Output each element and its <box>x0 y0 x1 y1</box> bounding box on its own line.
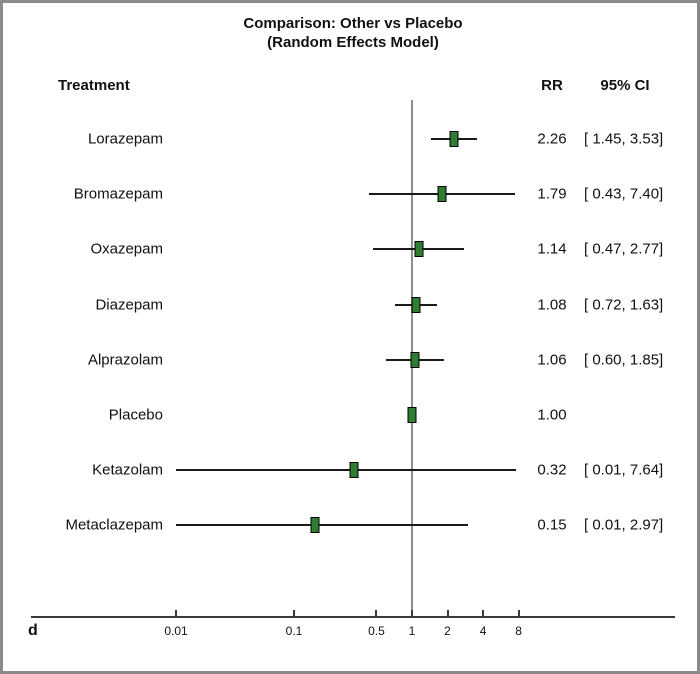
x-axis-tick-label: 0.5 <box>368 624 385 638</box>
point-estimate-marker <box>414 241 424 258</box>
x-axis-tick-label: 0.01 <box>164 624 188 638</box>
ci-value: [ 0.43, 7.40] <box>584 185 664 203</box>
confidence-interval-line <box>176 524 468 527</box>
chart-title-line1: Comparison: Other vs Placebo <box>243 15 463 32</box>
x-axis-tick-label: 8 <box>515 624 522 638</box>
x-axis-tick-label: 4 <box>479 624 487 638</box>
treatment-label: Diazepam <box>95 296 163 314</box>
point-estimate-marker <box>437 186 447 203</box>
x-axis-tick <box>375 610 378 618</box>
ci-value: [ 1.45, 3.53] <box>584 130 664 148</box>
x-axis-tick <box>411 610 413 618</box>
ci-value: [ 0.47, 2.77] <box>584 240 664 258</box>
point-estimate-marker <box>407 407 417 423</box>
x-axis-tick <box>293 610 295 618</box>
rr-value: 0.32 <box>537 461 567 479</box>
column-header-rr: RR <box>541 77 563 94</box>
x-axis-tick <box>446 610 449 618</box>
ci-value: [ 0.01, 2.97] <box>584 516 664 534</box>
point-estimate-marker <box>310 517 320 534</box>
ci-value: [ 0.60, 1.85] <box>584 351 664 369</box>
rr-value: 1.08 <box>537 296 567 314</box>
column-header-treatment: Treatment <box>58 77 130 94</box>
x-axis-line <box>31 616 675 618</box>
point-estimate-marker <box>411 296 421 313</box>
treatment-label: Ketazolam <box>92 461 163 479</box>
ci-value: [ 0.72, 1.63] <box>584 296 664 314</box>
panel-label-d: d <box>28 622 38 639</box>
treatment-label: Alprazolam <box>87 351 163 369</box>
treatment-label: Placebo <box>108 406 163 424</box>
confidence-interval-line <box>176 469 517 472</box>
x-axis-tick-label: 2 <box>444 624 451 638</box>
rr-value: 2.26 <box>537 130 567 148</box>
x-axis-tick <box>517 610 520 618</box>
point-estimate-marker <box>449 131 459 147</box>
treatment-label: Metaclazepam <box>65 516 163 534</box>
treatment-label: Oxazepam <box>90 240 163 258</box>
rr-value: 1.14 <box>537 240 567 258</box>
chart-title: Comparison: Other vs Placebo (Random Eff… <box>3 14 697 52</box>
rr-value: 1.00 <box>537 406 567 424</box>
x-axis-tick <box>175 610 177 618</box>
treatment-label: Bromazepam <box>73 185 163 203</box>
x-axis-tick-label: 0.1 <box>285 624 303 638</box>
x-axis-tick-label: 1 <box>408 624 416 638</box>
chart-title-line2: (Random Effects Model) <box>267 34 439 51</box>
column-header-95ci: 95% CI <box>600 77 650 94</box>
rr-value: 0.15 <box>537 516 567 534</box>
rr-value: 1.79 <box>537 185 567 203</box>
point-estimate-marker <box>410 351 420 368</box>
x-axis-tick <box>482 610 485 618</box>
rr-value: 1.06 <box>537 351 567 369</box>
ci-value: [ 0.01, 7.64] <box>584 461 664 479</box>
treatment-label: Lorazepam <box>87 130 163 148</box>
point-estimate-marker <box>349 462 359 479</box>
